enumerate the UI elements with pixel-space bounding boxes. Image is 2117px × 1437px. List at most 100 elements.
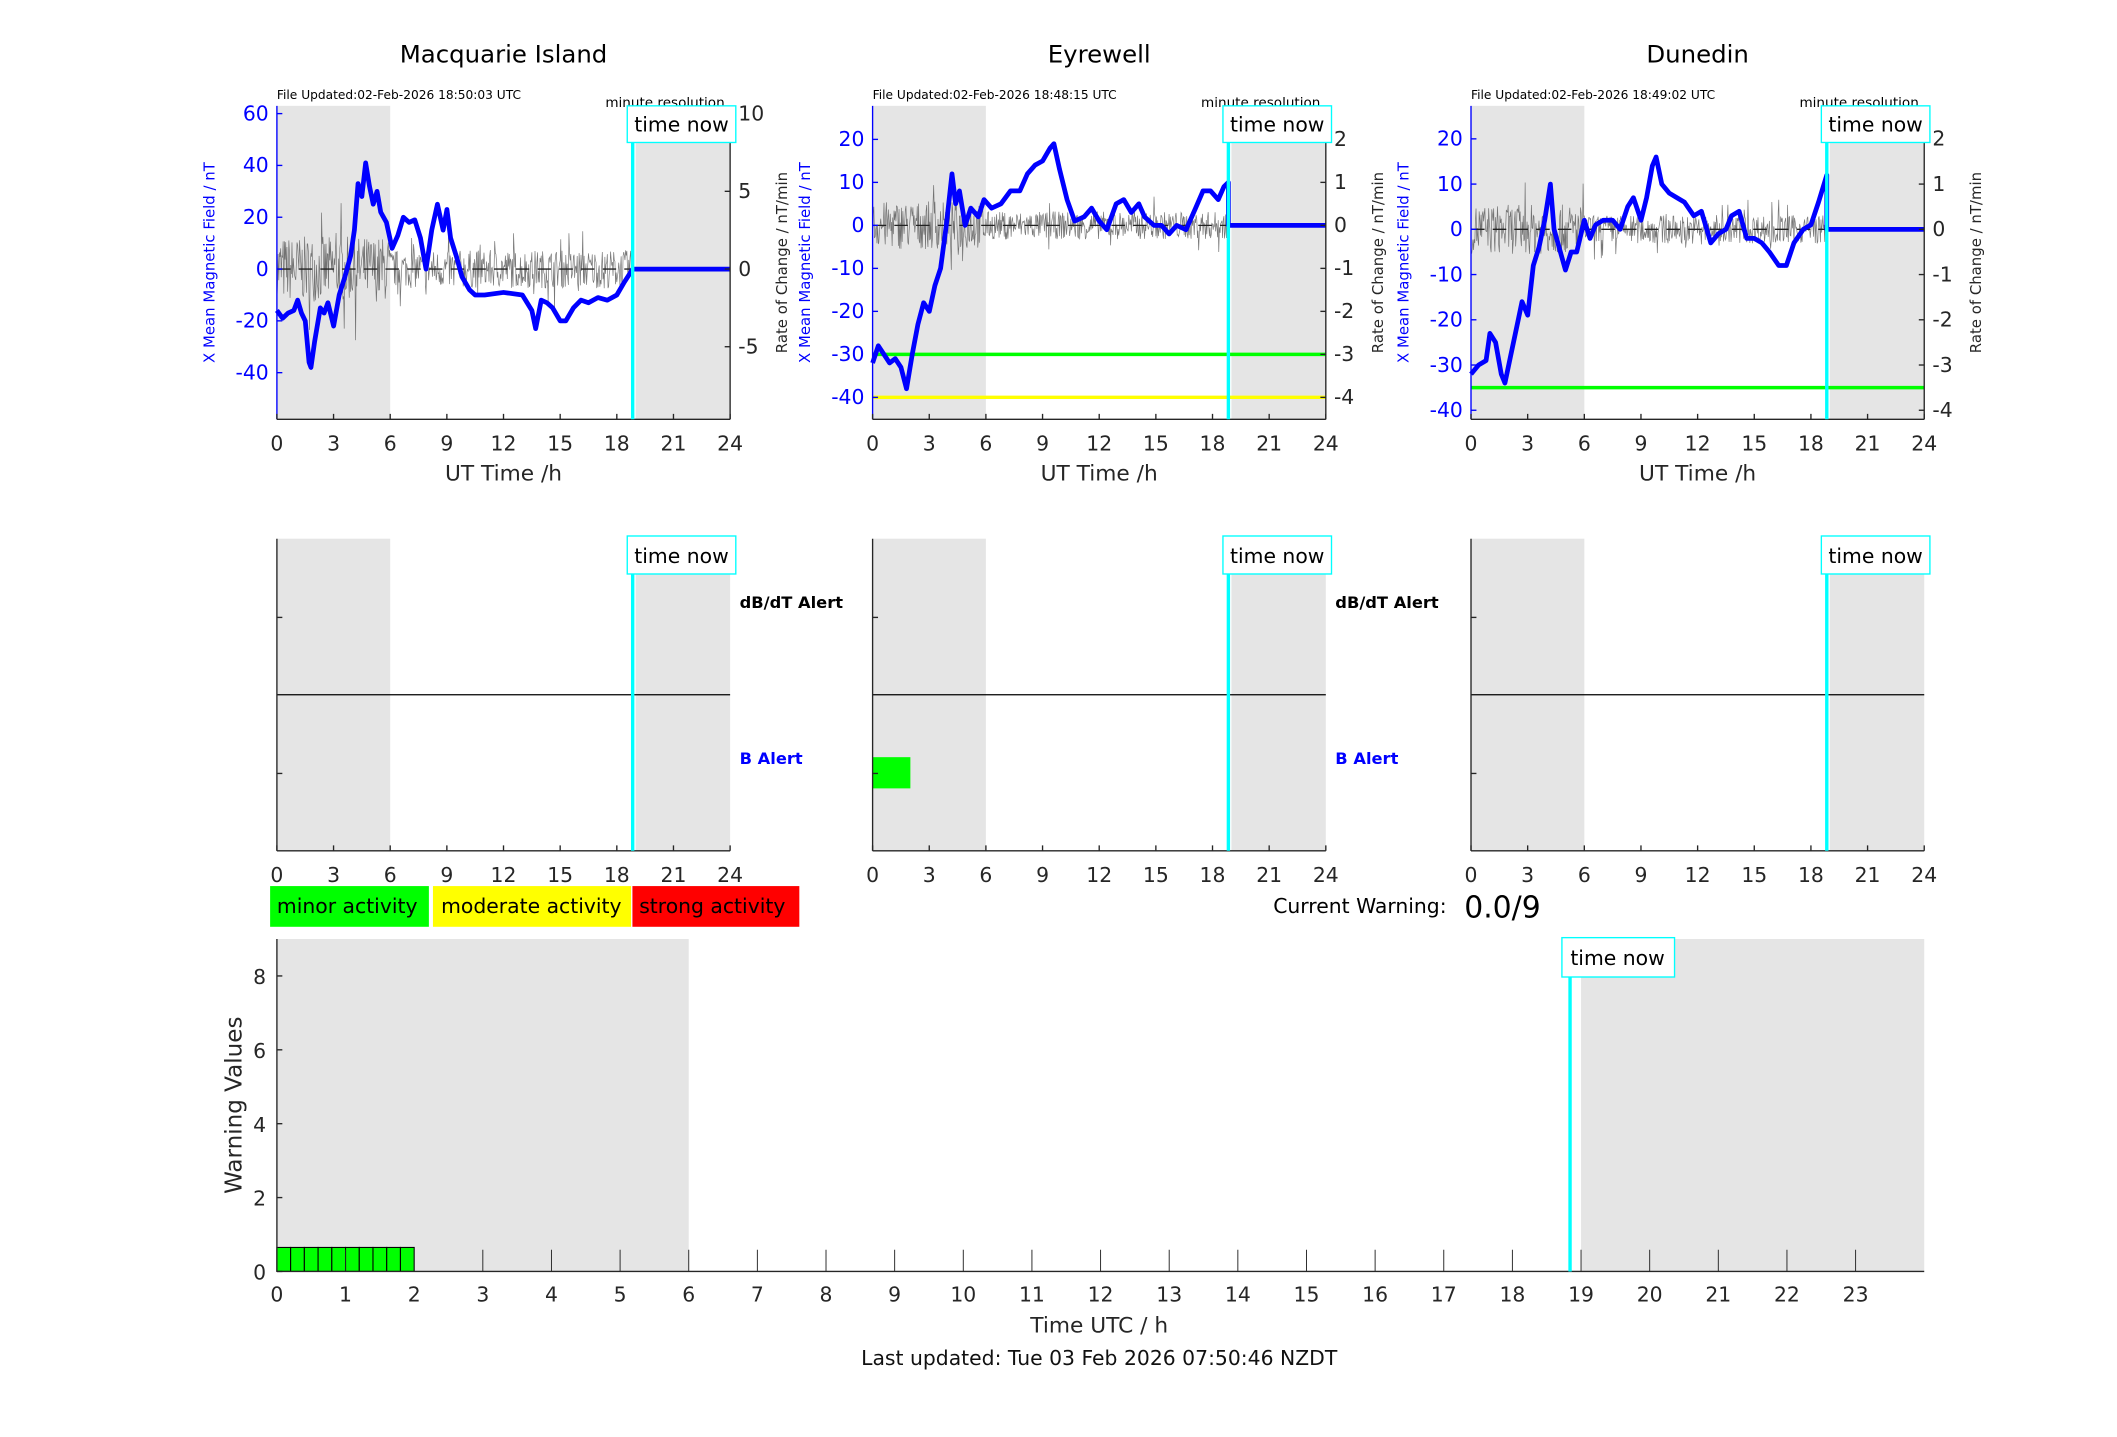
x-tick-label: 5 (614, 1282, 627, 1306)
x-tick-label: 24 (1911, 432, 1937, 456)
legend-strong-label: strong activity (639, 894, 785, 918)
y-axis-label: X Mean Magnetic Field / nT (796, 161, 814, 363)
y-tick-label: -40 (1430, 398, 1463, 422)
time-now-label: time now (634, 544, 728, 568)
magnetic-field-line (274, 160, 731, 370)
alert-panel: 0 3 6 9 12 15 18 21 24 time now (1465, 535, 1937, 887)
y-right-axis-label: Rate of Change / nT/min (773, 172, 791, 353)
night-band (1829, 105, 1925, 420)
x-tick-label: 6 (384, 863, 397, 887)
x-tick-label: 3 (923, 432, 936, 456)
y-axis-label: X Mean Magnetic Field / nT (200, 161, 218, 363)
y-tick-label: 10 (839, 170, 865, 194)
x-tick-label: 6 (979, 432, 992, 456)
x-tick-label: 21 (1855, 432, 1881, 456)
y-tick-label: 40 (243, 153, 269, 177)
x-tick-label: 9 (1036, 863, 1049, 887)
legend-moderate-swatch (432, 886, 632, 927)
time-now-label: time now (1828, 113, 1922, 137)
night-band (1581, 939, 1925, 1272)
y-tick-label: -30 (1430, 353, 1463, 377)
time-now-label: time now (634, 113, 728, 137)
x-tick-label: 9 (1634, 863, 1647, 887)
x-tick-label: 7 (751, 1282, 764, 1306)
x-tick-label: 6 (384, 432, 397, 456)
warning-bar (372, 1246, 388, 1272)
x-tick-label: 4 (545, 1282, 558, 1306)
x-tick-label: 12 (491, 863, 517, 887)
x-tick-label: 18 (1200, 863, 1226, 887)
x-tick-label: 6 (682, 1282, 695, 1306)
y-right-tick-label: -3 (1334, 342, 1354, 366)
y-tick-label: 0 (852, 213, 865, 237)
night-band (276, 939, 689, 1272)
warning-values-chart: 0 1 2 3 4 5 6 7 8 9 10 11 12 13 14 15 16 17 18 19 20 21 22 2302… (222, 936, 1925, 1339)
x-tick-label: 24 (1313, 863, 1339, 887)
x-tick-label: 3 (476, 1282, 489, 1306)
time-now-box (626, 105, 737, 144)
warning-bar (290, 1246, 305, 1272)
y-tick-label: 20 (839, 127, 865, 151)
x-tick-label: 15 (1143, 863, 1169, 887)
y-tick-label: -20 (236, 309, 269, 333)
night-band (635, 105, 731, 420)
y-tick-label: 6 (253, 1039, 266, 1063)
legend-strong-swatch (632, 886, 800, 927)
activity-legend: minor activity moderate activity strong … (270, 886, 800, 927)
y-tick-label: 20 (1437, 127, 1463, 151)
time-now-box (1222, 105, 1333, 144)
x-axis-label: UT Time /h (1639, 461, 1756, 486)
y-tick-label: -30 (831, 342, 864, 366)
x-tick-label: 3 (327, 432, 340, 456)
alert-panel: 0 3 6 9 12 15 18 21 24 time now dB/dT Alert B Alert (270, 535, 843, 887)
x-tick-label: 0 (866, 432, 879, 456)
x-tick-label: 21 (661, 432, 687, 456)
y-tick-label: -20 (831, 299, 864, 323)
x-tick-label: 24 (1313, 432, 1339, 456)
night-band (1231, 105, 1326, 420)
warning-bar (358, 1246, 374, 1272)
magnetometer-panel-macquarie-island: Macquarie Island 0 3 6 9 12 15 18 21 24 -40 -20 0 20 4… (200, 39, 791, 486)
x-tick-label: 0 (1465, 863, 1478, 887)
time-now-box (1820, 535, 1931, 575)
x-tick-label: 24 (717, 863, 743, 887)
current-warning-label: Current Warning: (1273, 894, 1446, 918)
x-tick-label: 18 (604, 863, 630, 887)
x-tick-label: 21 (1705, 1282, 1731, 1306)
x-tick-label: 24 (1911, 863, 1937, 887)
x-tick-label: 12 (1685, 863, 1711, 887)
x-tick-label: 18 (1499, 1282, 1525, 1306)
x-tick-label: 3 (1521, 432, 1534, 456)
panel-title: Macquarie Island (400, 39, 608, 68)
x-tick-label: 21 (1256, 863, 1282, 887)
warning-bar (276, 1246, 292, 1272)
x-tick-label: 12 (491, 432, 517, 456)
x-tick-label: 11 (1019, 1282, 1045, 1306)
y-right-tick-label: -3 (1932, 353, 1952, 377)
x-tick-label: 20 (1637, 1282, 1663, 1306)
x-tick-label: 12 (1086, 432, 1112, 456)
x-tick-label: 10 (950, 1282, 976, 1306)
warning-bar (344, 1246, 360, 1272)
time-now-label: time now (1230, 544, 1324, 568)
y-axis-label: Warning Values (222, 1017, 248, 1194)
x-tick-label: 9 (888, 1282, 901, 1306)
rate-of-change-line (1470, 182, 1828, 260)
y-right-tick-label: 0 (1334, 213, 1347, 237)
x-tick-label: 15 (1741, 432, 1767, 456)
x-tick-label: 17 (1431, 1282, 1457, 1306)
y-right-tick-label: 1 (1334, 170, 1347, 194)
warning-bar (317, 1246, 333, 1272)
x-tick-label: 0 (270, 1282, 283, 1306)
x-tick-label: 0 (270, 863, 283, 887)
x-axis-label: UT Time /h (1041, 461, 1158, 486)
y-tick-label: 20 (243, 205, 269, 229)
time-now-box (1820, 105, 1931, 144)
y-tick-label: -20 (1430, 308, 1463, 332)
legend-minor-swatch (270, 886, 429, 927)
x-tick-label: 23 (1843, 1282, 1869, 1306)
x-tick-label: 9 (440, 432, 453, 456)
x-tick-label: 0 (1465, 432, 1478, 456)
